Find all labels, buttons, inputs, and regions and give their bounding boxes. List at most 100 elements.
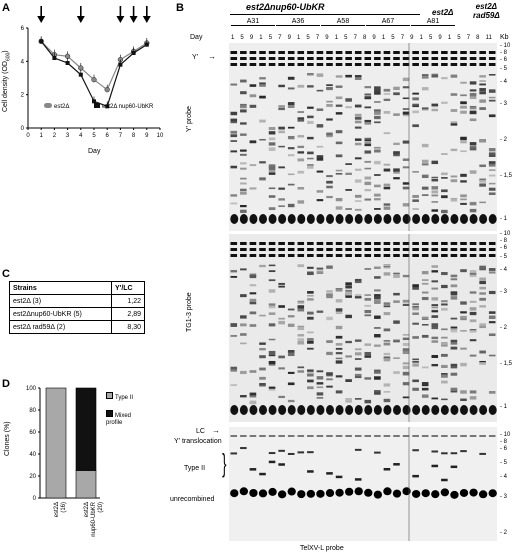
gel-band	[479, 286, 486, 290]
gel-band	[316, 242, 324, 245]
gel-band	[469, 319, 477, 323]
lane-day-label: 7	[400, 35, 405, 41]
gel-band	[383, 242, 391, 245]
gel-band	[469, 354, 477, 357]
gel-band	[240, 191, 247, 195]
gel-band	[374, 242, 381, 245]
gel-band	[450, 339, 458, 343]
gel-band	[326, 195, 333, 199]
gel-band	[268, 460, 276, 464]
gel-band	[278, 435, 285, 437]
gel-band	[354, 214, 363, 224]
gel-band	[441, 189, 448, 193]
gel-band	[412, 63, 419, 66]
gel-band	[393, 254, 400, 257]
gel-band	[345, 214, 354, 224]
gel-band	[488, 174, 496, 177]
gel-band	[287, 87, 295, 90]
gel-band	[335, 352, 343, 355]
gel-band	[268, 452, 276, 455]
gel-band	[441, 398, 448, 401]
gel-band	[268, 242, 276, 245]
gel-band	[460, 347, 467, 350]
gel-band	[441, 300, 448, 303]
gel-band	[469, 202, 477, 206]
gel-band	[488, 248, 496, 251]
gel-band	[287, 57, 295, 60]
gel-band	[383, 264, 391, 267]
y-tick-label: 4	[21, 59, 25, 65]
gel-band	[431, 103, 439, 107]
gel-band	[393, 320, 400, 324]
gel-band	[354, 194, 362, 198]
gel-band	[249, 292, 257, 295]
gel-band	[440, 488, 450, 497]
data-point	[144, 42, 149, 47]
kb-tick-label: - 2	[500, 136, 508, 143]
gel-band	[450, 63, 458, 66]
gel-band	[345, 248, 352, 251]
gel-band	[240, 323, 247, 327]
x-tick-label: 1	[40, 133, 44, 139]
gel-band	[287, 104, 295, 109]
gel-band	[354, 57, 362, 60]
gel-band	[450, 242, 458, 245]
gel-band	[230, 194, 238, 197]
gel-band	[431, 397, 439, 400]
kb-tick-label: - 6	[500, 57, 508, 64]
gel-band	[479, 63, 486, 66]
gel-band	[479, 88, 486, 92]
gel-band	[287, 183, 295, 186]
gel-band	[364, 57, 372, 60]
gel-band	[240, 79, 247, 83]
gel-band	[249, 392, 257, 396]
panel-b-letter: B	[176, 2, 184, 14]
gel-band	[402, 242, 410, 245]
gel-band	[402, 352, 410, 355]
gel-band	[412, 194, 419, 198]
gel-band	[460, 405, 468, 415]
gel-band	[345, 291, 352, 295]
gel-band	[402, 487, 411, 496]
gel-band	[230, 202, 238, 205]
gel-band	[469, 145, 477, 148]
strain-group-label: A31	[231, 18, 275, 26]
gel-band	[479, 292, 486, 295]
kb-tick-label: - 10	[500, 231, 511, 237]
gel-band	[488, 315, 496, 319]
gel-band	[345, 435, 352, 437]
kb-tick-label: - 5	[500, 460, 508, 466]
lane-day-label: 7	[353, 35, 357, 41]
gel-band	[460, 390, 467, 394]
gel-band	[307, 347, 314, 350]
gel-band	[354, 51, 362, 54]
gel-band	[460, 248, 467, 251]
gel-band	[297, 405, 306, 415]
gel-band	[469, 89, 477, 92]
gel-band	[383, 163, 391, 166]
gel-band	[364, 198, 372, 201]
gel-band	[278, 282, 285, 285]
legend-entry-type2: Type II	[106, 392, 133, 401]
gel-band	[230, 270, 238, 273]
data-point	[104, 87, 110, 93]
gel-band	[431, 298, 439, 301]
panel-a-xlabel: Day	[88, 148, 101, 155]
gel-band	[450, 296, 458, 300]
gel-telxv-probe	[229, 427, 497, 541]
gel-band	[488, 405, 497, 415]
gel-band	[469, 307, 477, 311]
gel-band	[479, 91, 486, 95]
gel-band	[402, 435, 410, 437]
gel-band	[393, 242, 400, 245]
gel-band	[268, 169, 276, 174]
gel-band	[345, 285, 352, 289]
gel-band	[431, 435, 439, 437]
gel-band	[431, 270, 439, 273]
gel-band	[239, 214, 248, 224]
x-tick-label: 2	[53, 133, 57, 139]
gel-band	[383, 93, 391, 95]
gel-band	[479, 360, 486, 363]
gel-band	[307, 51, 314, 54]
gel-band	[278, 187, 285, 190]
